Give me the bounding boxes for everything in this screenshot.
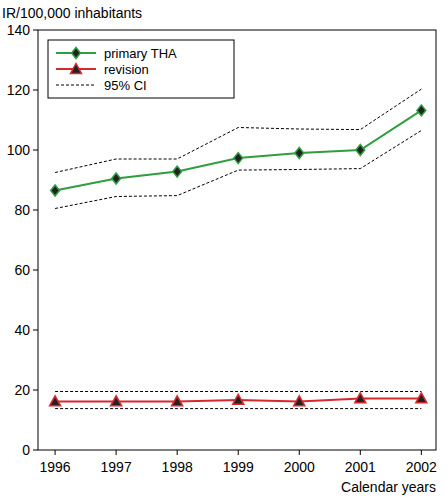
y-axis-label: IR/100,000 inhabitants — [2, 5, 142, 21]
y-tick-label: 60 — [14, 262, 30, 278]
y-tick-label: 80 — [14, 202, 30, 218]
ci-lower — [55, 408, 421, 409]
y-tick-label: 0 — [22, 442, 30, 458]
series-line — [55, 110, 421, 190]
y-tick — [33, 390, 38, 391]
point — [172, 396, 183, 406]
chart: 0 20 40 60 80 100 120 140 1996 1997 1998 1999 2000 20… — [0, 0, 446, 500]
point — [111, 396, 122, 406]
y-tick — [33, 330, 38, 331]
x-tick-label: 2002 — [406, 459, 437, 475]
legend-marker — [72, 48, 81, 59]
x-tick — [55, 450, 56, 455]
point — [233, 394, 244, 404]
y-tick-label: 100 — [7, 142, 31, 158]
ci-lower — [55, 131, 421, 209]
point — [112, 173, 121, 184]
point — [417, 105, 426, 116]
x-tick — [299, 450, 300, 455]
point — [50, 396, 61, 406]
legend: primary THArevision95% CI — [48, 40, 234, 98]
y-tick — [33, 30, 38, 31]
x-tick — [360, 450, 361, 455]
point — [416, 393, 427, 403]
y-tick — [33, 270, 38, 271]
legend-label: revision — [104, 62, 149, 77]
y-tick — [33, 150, 38, 151]
x-tick-label: 2001 — [345, 459, 376, 475]
plot-frame — [38, 30, 436, 450]
point — [356, 145, 365, 156]
point — [294, 396, 305, 406]
legend-marker — [71, 64, 82, 74]
x-tick-label: 1999 — [223, 459, 254, 475]
ci-upper — [55, 391, 421, 392]
y-tick — [33, 210, 38, 211]
x-tick-label: 1996 — [40, 459, 71, 475]
y-tick-label: 120 — [7, 82, 31, 98]
point — [355, 393, 366, 403]
x-tick — [421, 450, 422, 455]
y-tick — [33, 90, 38, 91]
point — [234, 153, 243, 164]
legend-label: 95% CI — [104, 78, 147, 93]
legend-swatch — [56, 85, 96, 86]
y-tick-label: 20 — [14, 382, 30, 398]
point — [295, 148, 304, 159]
y-tick-label: 40 — [14, 322, 30, 338]
x-tick-label: 1998 — [162, 459, 193, 475]
plot-marks — [50, 89, 427, 409]
x-tick — [177, 450, 178, 455]
point — [51, 185, 60, 196]
y-tick-label: 140 — [7, 22, 31, 38]
x-axis-label: Calendar years — [341, 479, 436, 495]
x-tick-label: 1997 — [101, 459, 132, 475]
legend-box — [48, 40, 234, 98]
x-tick — [238, 450, 239, 455]
x-tick-label: 2000 — [284, 459, 315, 475]
legend-label: primary THA — [104, 46, 177, 61]
ci-upper — [55, 89, 421, 172]
point — [173, 166, 182, 177]
y-tick — [33, 450, 38, 451]
x-tick — [116, 450, 117, 455]
